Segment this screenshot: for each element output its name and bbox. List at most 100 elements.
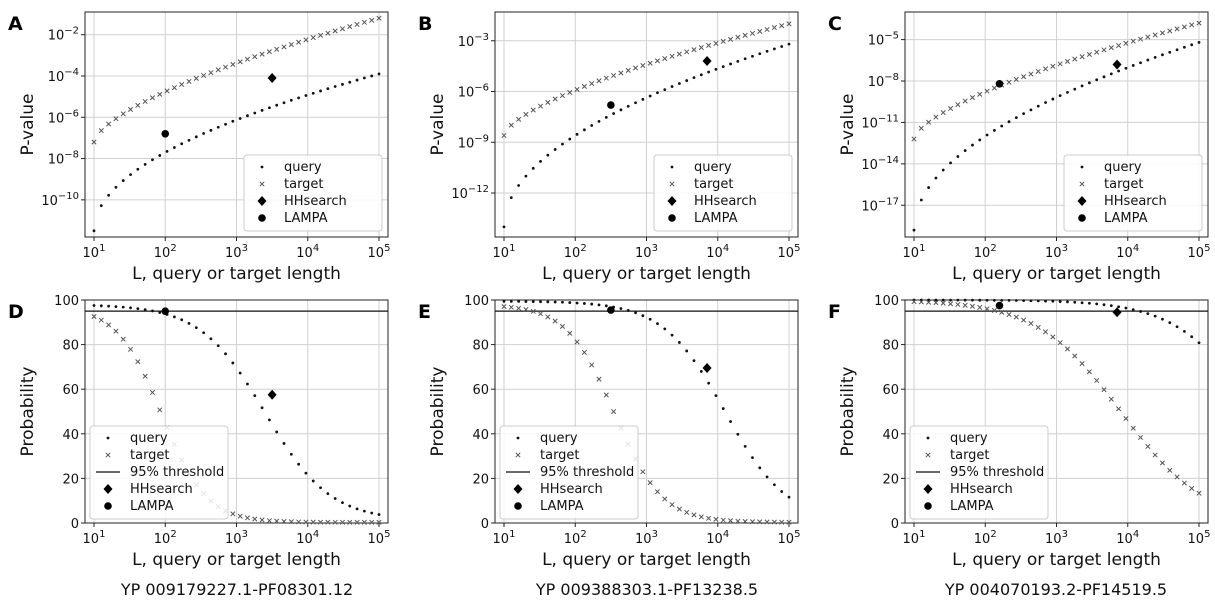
panel-b: 101 102 103 104 105 10−12 10−9 10−6 10−3 B L, quer… (418, 11, 801, 284)
column-caption: YP 009388303.1-PF13238.5 (535, 580, 758, 599)
target-point (1021, 74, 1027, 80)
target-point (1079, 54, 1085, 60)
target-point (691, 512, 697, 518)
target-point (735, 518, 741, 524)
query-point (1190, 335, 1194, 339)
y-tick-label: 60 (62, 383, 79, 398)
target-point (654, 489, 661, 495)
y-tick-label: 60 (472, 383, 489, 398)
query-point (985, 133, 989, 137)
x-tick-label: 105 (778, 243, 801, 261)
query-point (180, 142, 184, 146)
query-point (136, 167, 140, 171)
target-point (354, 21, 360, 28)
query-point (1102, 303, 1106, 307)
query-point (634, 311, 637, 315)
target-point (523, 307, 529, 313)
query-point (114, 185, 118, 189)
y-tick-label: 40 (472, 428, 489, 443)
query-point (151, 309, 154, 313)
query-point (1014, 299, 1018, 302)
legend-label: target (694, 177, 734, 192)
query-point (1197, 341, 1201, 345)
target-point (1130, 38, 1136, 44)
legend: query target 95% threshold HHsearch LAMPA (499, 425, 639, 520)
legend-marker (513, 484, 523, 494)
query-point (604, 115, 608, 119)
legend-box (243, 154, 383, 232)
target-point (530, 107, 536, 113)
query-point (772, 47, 776, 51)
query-point (180, 318, 184, 322)
query-point (1175, 48, 1179, 52)
target-point (720, 38, 726, 44)
target-point (1174, 26, 1180, 32)
query-point (136, 307, 140, 311)
target-point (310, 519, 316, 525)
query-point (729, 420, 732, 423)
query-point (260, 406, 264, 410)
target-point (332, 28, 338, 34)
target-point (1006, 79, 1012, 85)
query-point (597, 303, 601, 307)
target-point (933, 300, 939, 306)
target-point (786, 519, 792, 525)
target-point (215, 67, 221, 73)
target-point (501, 132, 507, 139)
y-tick-label: 10−5 (868, 31, 899, 49)
query-point (1146, 312, 1150, 316)
query-point (721, 65, 725, 69)
query-point (641, 97, 645, 101)
legend-label: query (950, 431, 988, 446)
query-point (1080, 84, 1084, 88)
query-point (1102, 75, 1106, 79)
query-point (1051, 299, 1055, 303)
target-point (113, 116, 119, 122)
target-point (771, 519, 777, 525)
query-point (1117, 69, 1121, 73)
legend-label: HHsearch (540, 482, 603, 497)
target-point (325, 519, 331, 525)
query-point (99, 304, 103, 308)
legend-marker (106, 436, 110, 440)
column-caption: YP 004070193.2-PF14519.5 (944, 580, 1167, 599)
target-point (771, 25, 777, 31)
target-point (164, 88, 170, 94)
target-point (98, 128, 104, 134)
query-point (934, 298, 938, 302)
x-tick-label: 104 (1116, 243, 1139, 261)
query-point (736, 432, 740, 436)
y-tick-label: 100 (874, 294, 899, 309)
target-point (274, 518, 280, 524)
y-tick-label: 80 (882, 339, 899, 354)
target-point (252, 54, 258, 60)
target-point (1072, 56, 1078, 62)
query-point (129, 306, 132, 310)
target-point (376, 519, 382, 525)
query-point (568, 137, 572, 141)
lampa-point (607, 306, 615, 314)
legend: query target 95% threshold HHsearch LAMPA (909, 425, 1049, 520)
query-point (319, 89, 322, 93)
y-tick-label: 10−10 (41, 191, 79, 209)
query-point (253, 111, 257, 115)
y-tick-label: 10−6 (48, 108, 79, 126)
target-point (720, 517, 726, 523)
target-point (1181, 24, 1187, 30)
legend: query target 95% threshold HHsearch LAMPA (89, 425, 229, 520)
target-point (317, 519, 324, 525)
target-point (552, 96, 558, 102)
query-point (202, 331, 206, 335)
query-point (714, 394, 718, 398)
y-tick-label: 10−3 (458, 32, 489, 50)
query-point (1175, 325, 1179, 329)
target-point (647, 60, 653, 66)
legend-label: query (694, 160, 732, 175)
query-point (1197, 40, 1201, 44)
target-point (1116, 42, 1122, 49)
target-point (208, 70, 214, 76)
y-axis-label: P-value (428, 94, 448, 156)
query-point (539, 300, 542, 304)
query-point (1022, 112, 1026, 116)
target-point (1116, 406, 1122, 412)
